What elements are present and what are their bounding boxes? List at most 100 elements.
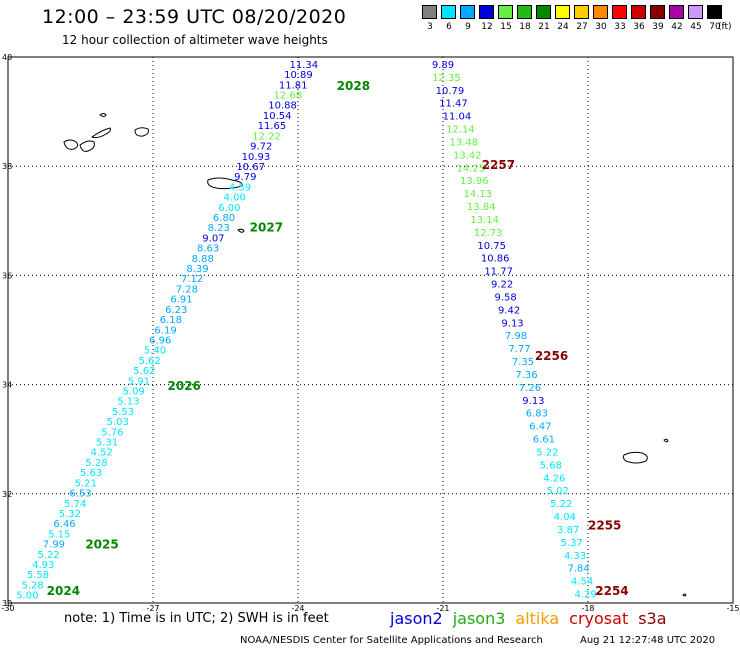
grid-lines — [7, 56, 734, 604]
left-swath-value: 5.32 — [59, 509, 81, 520]
left-swath-value: 5.28 — [22, 580, 44, 591]
legend-swatch — [669, 5, 684, 19]
page-title: 12:00 – 23:59 UTC 08/20/2020 — [42, 6, 347, 28]
legend-swatch — [612, 5, 627, 19]
island-azores-6 — [207, 177, 243, 190]
right-swath-value: 12.35 — [432, 73, 461, 84]
right-swath-value: 4.54 — [571, 577, 593, 588]
left-swath-value: 6.19 — [154, 325, 176, 336]
lon-tick-label: -30 — [1, 604, 14, 613]
lon-tick-label: -27 — [146, 604, 159, 613]
lat-tick-label: 38 — [2, 162, 12, 171]
legend-label: 6 — [446, 22, 452, 32]
left-swath-value: 9.79 — [234, 172, 256, 183]
satellite-altika: altika — [515, 609, 560, 628]
right-swath-value: 6.83 — [526, 409, 548, 420]
time-label: 2255 — [588, 518, 621, 532]
legend-swatch — [574, 5, 589, 19]
legend-swatch — [555, 5, 570, 19]
left-swath-value: 5.62 — [138, 356, 160, 367]
time-labels: 2028 2027 2026 2025 2024 2257 2256 2255 2254 — [47, 79, 629, 598]
map-frame — [7, 56, 734, 604]
legend-label: 33 — [614, 22, 626, 32]
right-swath-value: 6.61 — [533, 435, 555, 446]
island-azores-1 — [63, 139, 79, 150]
left-swath-value: 6.46 — [53, 519, 75, 530]
right-swath-value: 4.26 — [543, 473, 565, 484]
right-swath-value: 9.13 — [501, 318, 523, 329]
right-swath-value: 7.36 — [515, 370, 537, 381]
left-swath-value: 11.34 — [289, 60, 318, 71]
lat-tick-label: 34 — [2, 381, 12, 390]
left-swath-value: 8.39 — [186, 264, 208, 275]
legend-swatch — [441, 5, 456, 19]
right-swath-value: 7.35 — [512, 357, 534, 368]
time-label: 2254 — [595, 584, 628, 598]
left-swath-value: 8.63 — [197, 244, 219, 255]
left-swath-value: 5.13 — [117, 397, 139, 408]
time-label: 2026 — [168, 379, 201, 393]
right-swath-value: 10.86 — [481, 254, 510, 265]
right-swath-value: 14.25 — [457, 163, 486, 174]
legend-swatch — [593, 5, 608, 19]
left-swath-value: 4.59 — [229, 182, 251, 193]
lat-tick-label: 32 — [2, 490, 12, 499]
right-swath-value: 4.33 — [564, 551, 586, 562]
time-label: 2024 — [47, 584, 80, 598]
legend-label: 39 — [652, 22, 664, 32]
right-swath-value: 4.29 — [574, 590, 596, 601]
left-swath-value: 6.00 — [218, 203, 240, 214]
satellite-cryosat: cryosat — [569, 609, 629, 628]
legend-label: 36 — [633, 22, 645, 32]
legend-label: 45 — [690, 22, 702, 32]
left-swath-value: 5.58 — [27, 570, 49, 581]
left-swath-value: 4.52 — [91, 448, 113, 459]
lat-tick-label: 40 — [2, 53, 12, 62]
time-label: 2256 — [535, 349, 568, 363]
satellite-s3a: s3a — [638, 609, 667, 628]
left-swath-value: 8.88 — [192, 254, 214, 265]
legend-swatch — [498, 5, 513, 19]
lat-tick-label: 36 — [2, 271, 12, 280]
left-swath-value: 10.54 — [263, 111, 292, 122]
legend-swatch — [479, 5, 494, 19]
satellite-jason3: jason3 — [452, 609, 506, 628]
island-azores-3 — [90, 127, 111, 139]
island-azores-2 — [79, 140, 95, 152]
left-swath-value: 5.62 — [133, 366, 155, 377]
right-swath-value: 13.42 — [453, 150, 482, 161]
right-swath-value: 5.22 — [536, 447, 558, 458]
right-swath-value: 7.98 — [505, 331, 527, 342]
left-swath-value: 9.72 — [250, 142, 272, 153]
right-swath-value: 5.02 — [547, 486, 569, 497]
right-swath-value: 13.14 — [470, 215, 499, 226]
time-label: 2257 — [482, 158, 515, 172]
lon-tick-label: -24 — [291, 604, 304, 613]
left-swath-value: 11.81 — [279, 80, 308, 91]
page-subtitle: 12 hour collection of altimeter wave hei… — [62, 33, 328, 47]
left-swath-value: 6.80 — [213, 213, 235, 224]
left-swath-value: 5.03 — [107, 417, 129, 428]
right-swath-value: 11.47 — [439, 99, 468, 110]
lon-tick-label: -21 — [436, 604, 449, 613]
left-swath-value: 11.65 — [258, 121, 287, 132]
legend-label: 30 — [595, 22, 607, 32]
right-swath-value: 9.42 — [498, 305, 520, 316]
time-label: 2028 — [337, 79, 370, 93]
left-swath-value: 6.23 — [165, 305, 187, 316]
left-swath-value: 4.00 — [224, 193, 246, 204]
left-swath-value: 4.93 — [32, 560, 54, 571]
left-swath-value: 5.31 — [96, 438, 118, 449]
legend-swatch — [650, 5, 665, 19]
lon-tick-label: -15 — [726, 604, 739, 613]
left-swath-value: 5.15 — [48, 529, 70, 540]
right-swath-value: 6.47 — [529, 422, 551, 433]
island-madeira-2 — [663, 438, 669, 443]
legend-swatch — [422, 5, 437, 19]
right-swath-value: 13.48 — [450, 137, 479, 148]
legend-swatch — [517, 5, 532, 19]
island-azores-7 — [237, 228, 245, 233]
satellite-jason2: jason2 — [390, 609, 443, 628]
legend-label: 21 — [538, 22, 550, 32]
